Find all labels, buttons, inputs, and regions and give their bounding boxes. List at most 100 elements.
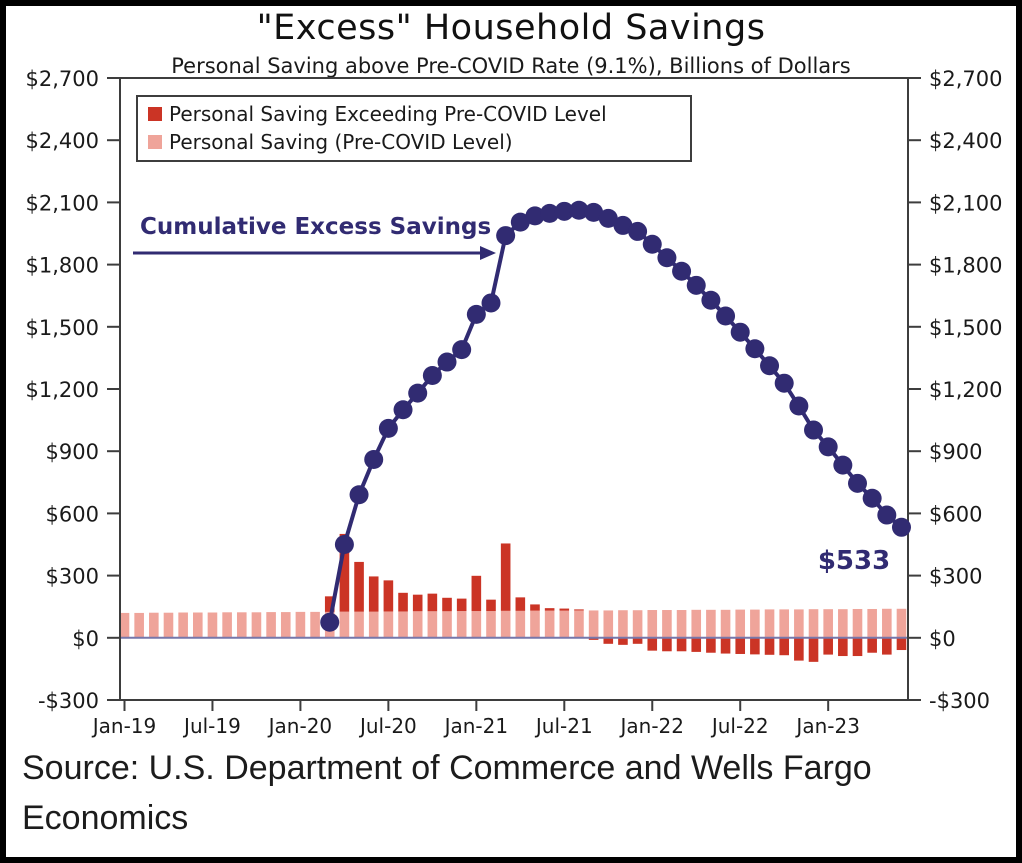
line-point (466, 304, 486, 324)
line-point (672, 261, 692, 281)
end-value-annotation: $533 (817, 546, 891, 576)
line-point (789, 396, 809, 416)
bar-precovid (251, 612, 262, 638)
line-point (686, 275, 706, 295)
line-point (408, 383, 428, 403)
bar-precovid (838, 609, 848, 638)
line-point (378, 418, 398, 438)
bar-precovid (178, 612, 188, 638)
bar-excess (647, 637, 658, 651)
bar-precovid (193, 612, 203, 638)
line-point (320, 612, 340, 632)
legend-item-excess: Personal Saving Exceeding Pre-COVID Leve… (138, 100, 690, 128)
bar-excess (632, 637, 643, 644)
legend-label-excess: Personal Saving Exceeding Pre-COVID Leve… (169, 102, 607, 126)
y-axis-label-right: $900 (929, 440, 982, 464)
y-axis-label-left: $2,700 (26, 67, 99, 91)
line-point (496, 226, 516, 246)
bar-precovid (603, 610, 614, 638)
precovid-savings-swatch-icon (148, 135, 162, 149)
line-point (510, 212, 530, 232)
bar-excess (412, 594, 423, 612)
chart-legend: Personal Saving Exceeding Pre-COVID Leve… (136, 95, 692, 162)
y-axis-label-left: $300 (46, 565, 99, 589)
line-point (716, 306, 736, 326)
y-axis-label-right: -$300 (929, 689, 990, 713)
y-axis-label-right: $600 (929, 502, 982, 526)
bar-excess (794, 637, 804, 661)
line-point (774, 373, 794, 393)
legend-item-precovid: Personal Saving (Pre-COVID Level) (138, 128, 690, 156)
bar-precovid (808, 609, 819, 638)
bar-excess (882, 637, 892, 655)
bar-excess (442, 597, 452, 612)
line-point (730, 322, 750, 342)
x-axis-label: Jul-20 (358, 714, 417, 738)
bar-excess (588, 637, 599, 640)
bar-excess (339, 533, 350, 612)
bar-precovid (735, 609, 746, 638)
line-point (701, 290, 721, 310)
line-point (862, 488, 882, 508)
y-axis-label-right: $0 (929, 627, 956, 651)
bar-precovid (647, 610, 658, 638)
y-axis-label-left: $600 (46, 502, 99, 526)
bar-precovid (500, 610, 511, 638)
line-point (554, 201, 574, 221)
chart-title: "Excess" Household Savings (256, 8, 766, 48)
line-point (452, 340, 472, 360)
line-point (877, 505, 897, 525)
line-point (349, 485, 369, 505)
y-axis-label-right: $2,700 (929, 67, 1002, 91)
line-point (422, 366, 442, 386)
bar-precovid (339, 611, 350, 638)
bar-precovid (676, 610, 687, 638)
bar-precovid (691, 609, 702, 638)
bar-excess (574, 609, 584, 611)
bar-excess (779, 637, 789, 656)
line-point (745, 339, 765, 359)
y-axis-label-right: $1,800 (929, 254, 1002, 278)
bar-precovid (544, 610, 555, 638)
bar-excess (368, 576, 379, 612)
line-point (364, 449, 384, 469)
bar-excess (676, 637, 687, 652)
y-axis-label-right: $2,400 (929, 129, 1002, 153)
bar-excess (427, 593, 438, 612)
bar-excess (530, 604, 540, 611)
line-point (334, 535, 354, 554)
bar-excess (471, 575, 482, 612)
bar-precovid (852, 608, 863, 638)
line-point (540, 203, 560, 223)
bar-precovid (280, 612, 291, 638)
bar-precovid (882, 608, 892, 638)
bar-precovid (442, 611, 452, 638)
x-axis-label: Jan-22 (619, 714, 685, 738)
bar-precovid (383, 611, 394, 638)
bar-excess (618, 637, 628, 645)
bar-precovid (720, 609, 731, 638)
line-point (584, 202, 604, 222)
line-point (393, 400, 413, 420)
excess-savings-swatch-icon (148, 107, 162, 121)
bar-excess (823, 637, 833, 655)
bar-precovid (588, 610, 599, 638)
chart-subtitle: Personal Saving above Pre-COVID Rate (9.… (171, 54, 851, 78)
y-axis-label-left: $2,100 (26, 191, 99, 215)
line-point (833, 455, 853, 475)
bar-precovid (867, 608, 877, 638)
bar-precovid (266, 612, 276, 638)
bar-excess (808, 637, 819, 662)
line-point (437, 352, 457, 372)
x-axis-label: Jan-23 (794, 714, 860, 738)
y-axis-label-right: $1,200 (929, 378, 1002, 402)
source-attribution: Source: U.S. Department of Commerce and … (22, 749, 872, 838)
bar-precovid (750, 609, 760, 638)
bar-excess (764, 637, 775, 655)
y-axis-label-left: $1,800 (26, 254, 99, 278)
bar-excess (544, 608, 555, 611)
bar-precovid (530, 610, 540, 638)
bar-excess (500, 543, 511, 611)
bar-precovid (896, 608, 907, 638)
y-axis-label-left: $1,500 (26, 316, 99, 340)
